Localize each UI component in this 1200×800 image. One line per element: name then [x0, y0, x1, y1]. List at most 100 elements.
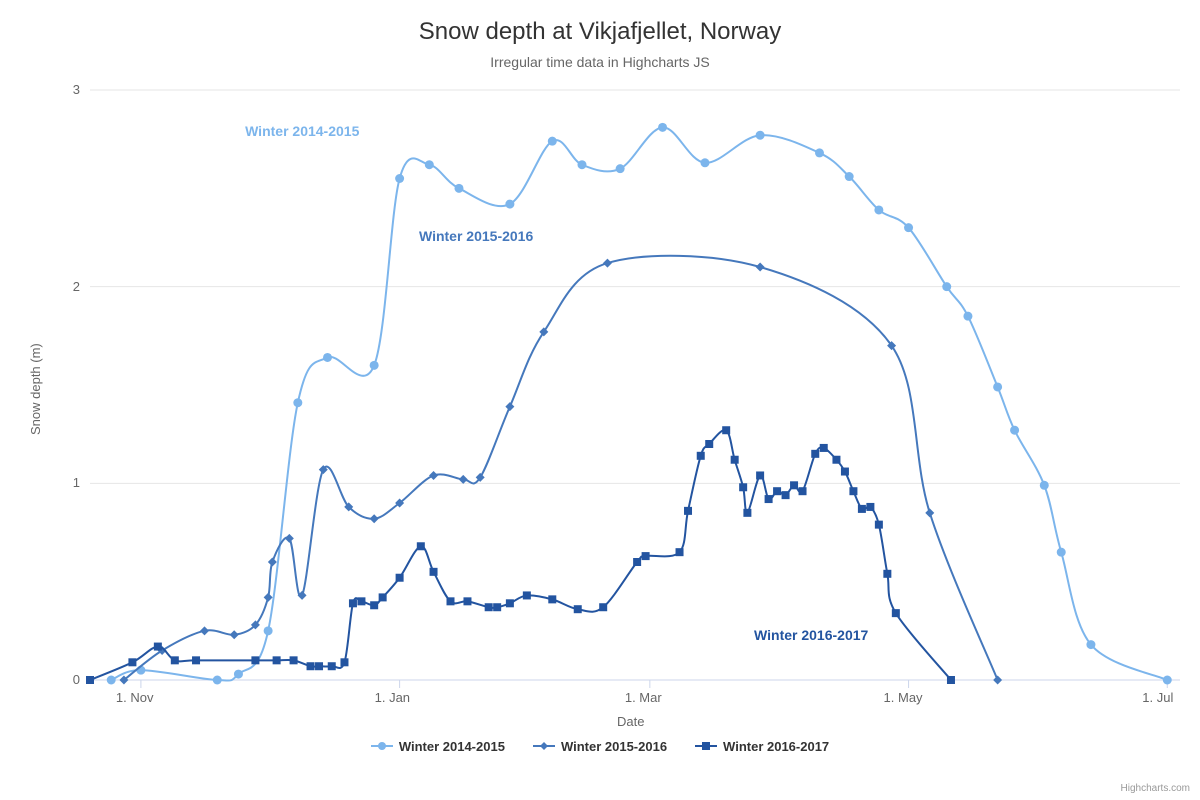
series-marker[interactable]	[505, 200, 514, 209]
series-marker[interactable]	[273, 656, 281, 664]
legend-item[interactable]: Winter 2014-2015	[371, 739, 505, 754]
series-marker[interactable]	[523, 591, 531, 599]
series-marker[interactable]	[603, 259, 612, 268]
series-marker[interactable]	[739, 483, 747, 491]
series-marker[interactable]	[633, 558, 641, 566]
series-marker[interactable]	[192, 656, 200, 664]
series-marker[interactable]	[815, 148, 824, 157]
series-marker[interactable]	[285, 534, 294, 543]
series-marker[interactable]	[213, 676, 222, 685]
series-marker[interactable]	[447, 597, 455, 605]
series-marker[interactable]	[430, 568, 438, 576]
series-marker[interactable]	[323, 353, 332, 362]
series-marker[interactable]	[463, 597, 471, 605]
series-marker[interactable]	[993, 676, 1002, 685]
series-marker[interactable]	[875, 521, 883, 529]
series-marker[interactable]	[756, 131, 765, 140]
series-marker[interactable]	[395, 174, 404, 183]
series-marker[interactable]	[425, 160, 434, 169]
series-marker[interactable]	[340, 658, 348, 666]
series-marker[interactable]	[904, 223, 913, 232]
series-marker[interactable]	[370, 514, 379, 523]
series-marker[interactable]	[832, 456, 840, 464]
series-marker[interactable]	[658, 123, 667, 132]
series-marker[interactable]	[128, 658, 136, 666]
series-marker[interactable]	[756, 263, 765, 272]
series-marker[interactable]	[370, 361, 379, 370]
series-marker[interactable]	[947, 676, 955, 684]
series-marker[interactable]	[86, 676, 94, 684]
series-marker[interactable]	[866, 503, 874, 511]
series-marker[interactable]	[731, 456, 739, 464]
series-marker[interactable]	[676, 548, 684, 556]
series-marker[interactable]	[328, 662, 336, 670]
series-marker[interactable]	[251, 656, 259, 664]
series-marker[interactable]	[820, 444, 828, 452]
series-marker[interactable]	[700, 158, 709, 167]
series-marker[interactable]	[459, 475, 468, 484]
series-marker[interactable]	[577, 160, 586, 169]
series-marker[interactable]	[892, 609, 900, 617]
series-marker[interactable]	[268, 558, 277, 567]
series-marker[interactable]	[485, 603, 493, 611]
series-marker[interactable]	[942, 282, 951, 291]
series-marker[interactable]	[845, 172, 854, 181]
series-marker[interactable]	[230, 630, 239, 639]
series-marker[interactable]	[1163, 676, 1172, 685]
series-marker[interactable]	[454, 184, 463, 193]
series-line[interactable]	[124, 256, 998, 680]
series-marker[interactable]	[743, 509, 751, 517]
series-marker[interactable]	[548, 137, 557, 146]
series-marker[interactable]	[234, 670, 243, 679]
series-marker[interactable]	[548, 595, 556, 603]
series-marker[interactable]	[773, 487, 781, 495]
series-marker[interactable]	[396, 574, 404, 582]
series-marker[interactable]	[200, 626, 209, 635]
series-marker[interactable]	[705, 440, 713, 448]
series-marker[interactable]	[722, 426, 730, 434]
series-marker[interactable]	[883, 570, 891, 578]
series-marker[interactable]	[963, 312, 972, 321]
series-marker[interactable]	[417, 542, 425, 550]
series-marker[interactable]	[1040, 481, 1049, 490]
series-marker[interactable]	[307, 662, 315, 670]
series-marker[interactable]	[616, 164, 625, 173]
series-marker[interactable]	[379, 593, 387, 601]
series-marker[interactable]	[293, 398, 302, 407]
series-marker[interactable]	[574, 605, 582, 613]
series-marker[interactable]	[925, 508, 934, 517]
series-marker[interactable]	[493, 603, 501, 611]
series-marker[interactable]	[1057, 548, 1066, 557]
series-marker[interactable]	[858, 505, 866, 513]
series-marker[interactable]	[290, 656, 298, 664]
series-marker[interactable]	[799, 487, 807, 495]
series-marker[interactable]	[505, 402, 514, 411]
series-marker[interactable]	[370, 601, 378, 609]
series-marker[interactable]	[264, 593, 273, 602]
series-marker[interactable]	[642, 552, 650, 560]
series-marker[interactable]	[154, 643, 162, 651]
series-marker[interactable]	[790, 481, 798, 489]
series-marker[interactable]	[874, 205, 883, 214]
series-marker[interactable]	[315, 662, 323, 670]
series-marker[interactable]	[1010, 426, 1019, 435]
legend-item[interactable]: Winter 2016-2017	[695, 739, 829, 754]
series-marker[interactable]	[349, 599, 357, 607]
legend-item[interactable]: Winter 2015-2016	[533, 739, 667, 754]
series-marker[interactable]	[1086, 640, 1095, 649]
series-marker[interactable]	[841, 468, 849, 476]
series-marker[interactable]	[599, 603, 607, 611]
series-marker[interactable]	[264, 626, 273, 635]
series-marker[interactable]	[782, 491, 790, 499]
series-marker[interactable]	[765, 495, 773, 503]
series-marker[interactable]	[849, 487, 857, 495]
series-marker[interactable]	[506, 599, 514, 607]
series-marker[interactable]	[429, 471, 438, 480]
series-marker[interactable]	[107, 676, 116, 685]
series-marker[interactable]	[811, 450, 819, 458]
series-marker[interactable]	[684, 507, 692, 515]
series-marker[interactable]	[993, 382, 1002, 391]
series-marker[interactable]	[756, 471, 764, 479]
series-marker[interactable]	[171, 656, 179, 664]
series-marker[interactable]	[357, 597, 365, 605]
